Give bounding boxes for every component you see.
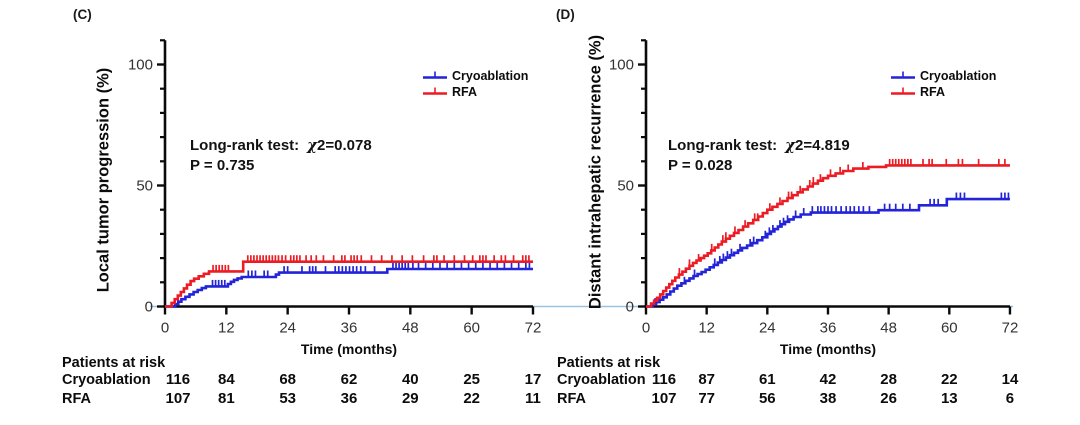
x-tick-label: 36 bbox=[820, 320, 837, 337]
x-tick-label: 60 bbox=[941, 320, 958, 337]
risk-count: 81 bbox=[218, 390, 235, 407]
chi-value-c: 2=0.078 bbox=[317, 137, 372, 154]
censor-line-icon bbox=[891, 71, 915, 79]
y-tick-label: 0 bbox=[145, 299, 153, 316]
risk-count: 29 bbox=[402, 390, 419, 407]
legend-item-cryoablation-c: Cryoablation bbox=[423, 68, 529, 83]
risk-count: 26 bbox=[880, 390, 897, 407]
risk-table-title-c: Patients at risk bbox=[62, 355, 166, 371]
y-tick-label: 100 bbox=[609, 57, 634, 74]
risk-count: 22 bbox=[463, 390, 480, 407]
risk-count: 38 bbox=[820, 390, 837, 407]
risk-count: 14 bbox=[1002, 371, 1019, 388]
x-tick-label: 0 bbox=[161, 320, 169, 337]
risk-count: 11 bbox=[525, 390, 541, 407]
y-axis-label-c: Local tumor progression (%) bbox=[94, 67, 113, 293]
x-tick-label: 48 bbox=[880, 320, 897, 337]
risk-count: 107 bbox=[651, 390, 676, 407]
censor-line-icon bbox=[423, 87, 447, 95]
x-tick-label: 0 bbox=[642, 320, 650, 337]
chi-symbol-c: χ bbox=[307, 136, 318, 154]
x-axis-title-c: Time (months) bbox=[300, 341, 398, 357]
survival-curve-rfa bbox=[165, 260, 533, 308]
y-tick-label: 50 bbox=[136, 178, 153, 195]
x-tick-label: 24 bbox=[279, 320, 296, 337]
risk-count: 84 bbox=[218, 371, 235, 388]
y-axis-label-d: Distant intrahepatic recurrence (%) bbox=[586, 34, 605, 310]
risk-count: 22 bbox=[941, 371, 958, 388]
risk-row-label-cryoablation-d: Cryoablation bbox=[557, 372, 646, 388]
x-tick-label: 12 bbox=[218, 320, 235, 337]
logrank-text-c: Long-rank test: bbox=[190, 137, 300, 154]
risk-count: 68 bbox=[279, 371, 296, 388]
panel-label-d: (D) bbox=[556, 7, 575, 22]
stats-line1-d: Long-rank test: χ2=4.819 bbox=[668, 136, 850, 154]
risk-count: 56 bbox=[759, 390, 776, 407]
legend-label-cryoablation-c: Cryoablation bbox=[452, 68, 529, 83]
legend-item-cryoablation-d: Cryoablation bbox=[891, 68, 997, 83]
censor-line-icon bbox=[891, 87, 915, 95]
risk-count: 40 bbox=[402, 371, 419, 388]
risk-count: 42 bbox=[820, 371, 837, 388]
risk-count: 6 bbox=[1006, 390, 1014, 407]
risk-count: 13 bbox=[941, 390, 958, 407]
chi-symbol-d: χ bbox=[785, 136, 796, 154]
x-tick-label: 24 bbox=[759, 320, 776, 337]
legend-item-rfa-d: RFA bbox=[891, 84, 996, 99]
risk-table-title-d: Patients at risk bbox=[557, 355, 661, 371]
risk-count: 17 bbox=[525, 371, 542, 388]
panel-label-c: (C) bbox=[73, 7, 92, 22]
x-axis-title-d: Time (months) bbox=[779, 341, 877, 357]
risk-count: 107 bbox=[165, 390, 190, 407]
legend-label-cryoablation-d: Cryoablation bbox=[920, 68, 997, 83]
x-tick-label: 36 bbox=[341, 320, 358, 337]
logrank-text-d: Long-rank test: bbox=[668, 137, 778, 154]
risk-count: 53 bbox=[279, 390, 296, 407]
risk-count: 36 bbox=[341, 390, 358, 407]
risk-count: 87 bbox=[698, 371, 715, 388]
legend-label-rfa-c: RFA bbox=[452, 84, 477, 99]
stats-line2-c: P = 0.735 bbox=[190, 157, 255, 174]
x-tick-label: 12 bbox=[698, 320, 715, 337]
survival-curve-cryoablation bbox=[646, 197, 1010, 308]
stats-line1-c: Long-rank test: χ2=0.078 bbox=[190, 136, 372, 154]
risk-count: 25 bbox=[463, 371, 480, 388]
stats-line2-d: P = 0.028 bbox=[668, 157, 733, 174]
y-tick-label: 100 bbox=[128, 57, 153, 74]
y-tick-label: 0 bbox=[626, 299, 634, 316]
risk-count: 28 bbox=[880, 371, 897, 388]
risk-count: 77 bbox=[698, 390, 715, 407]
risk-count: 61 bbox=[759, 371, 776, 388]
x-tick-label: 72 bbox=[1002, 320, 1019, 337]
risk-row-label-rfa-d: RFA bbox=[557, 391, 586, 407]
x-tick-label: 60 bbox=[463, 320, 480, 337]
x-tick-label: 72 bbox=[525, 320, 542, 337]
y-tick-label: 50 bbox=[617, 178, 634, 195]
risk-count: 116 bbox=[652, 371, 676, 388]
censor-line-icon bbox=[423, 71, 447, 79]
risk-count: 62 bbox=[341, 371, 358, 388]
risk-row-label-rfa-c: RFA bbox=[62, 391, 91, 407]
legend-d: Cryoablation RFA bbox=[891, 68, 997, 99]
legend-c: Cryoablation RFA bbox=[423, 68, 529, 99]
survival-curve-rfa bbox=[646, 164, 1010, 308]
risk-count: 116 bbox=[166, 371, 190, 388]
risk-row-label-cryoablation-c: Cryoablation bbox=[62, 372, 151, 388]
legend-label-rfa-d: RFA bbox=[920, 84, 945, 99]
x-tick-label: 48 bbox=[402, 320, 419, 337]
survival-curve-cryoablation bbox=[165, 267, 533, 308]
legend-item-rfa-c: RFA bbox=[423, 84, 528, 99]
chi-value-d: 2=4.819 bbox=[795, 137, 850, 154]
